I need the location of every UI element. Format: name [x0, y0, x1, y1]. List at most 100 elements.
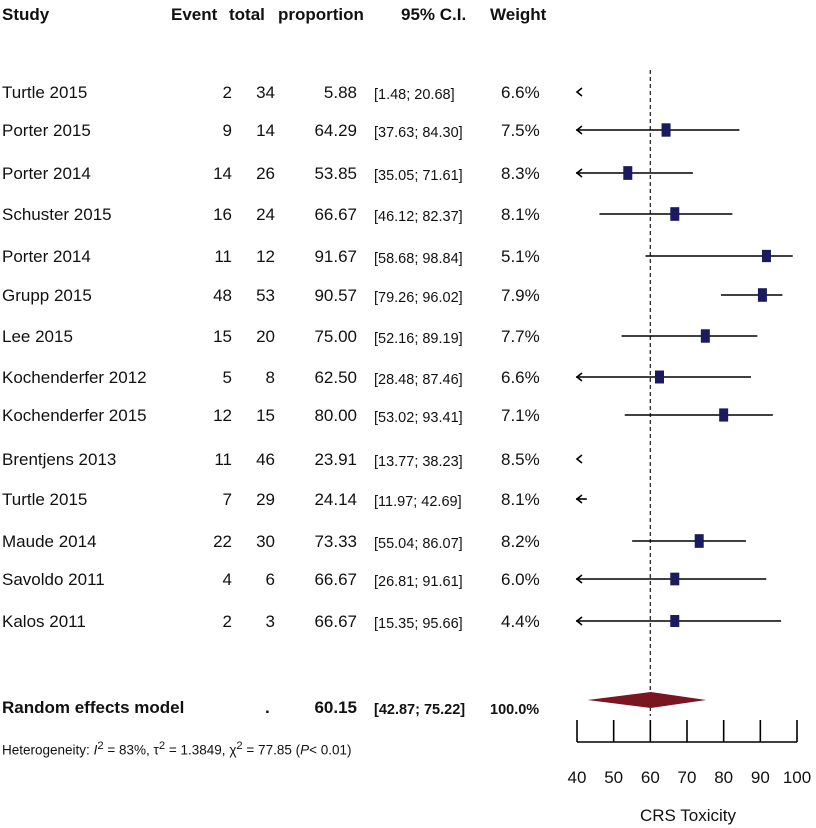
- summary-weight: 100.0%: [490, 702, 540, 718]
- proportion-value: 24.14: [314, 490, 357, 509]
- point-estimate: [623, 166, 633, 180]
- header-study: Study: [2, 5, 50, 24]
- study-name: Schuster 2015: [2, 205, 112, 224]
- study-name: Turtle 2015: [2, 83, 88, 102]
- total-count: 24: [256, 205, 275, 224]
- weight-value: 4.4%: [501, 612, 540, 631]
- total-count: 26: [256, 164, 275, 183]
- header-event: Event: [171, 5, 218, 24]
- ci-arrow-left: [575, 454, 583, 464]
- event-count: 4: [222, 570, 232, 589]
- study-name: Porter 2014: [2, 247, 91, 266]
- event-count: 16: [213, 205, 232, 224]
- proportion-value: 23.91: [314, 450, 357, 469]
- point-estimate: [670, 207, 680, 221]
- event-count: 11: [214, 247, 232, 266]
- proportion-value: 75.00: [314, 327, 357, 346]
- proportion-value: 90.57: [314, 286, 357, 305]
- ci-value: [1.48; 20.68]: [374, 87, 455, 103]
- proportion-value: 80.00: [314, 406, 357, 425]
- weight-value: 7.7%: [501, 327, 540, 346]
- total-count: 53: [256, 286, 275, 305]
- summary-proportion: 60.15: [314, 698, 357, 717]
- event-count: 9: [222, 121, 232, 140]
- weight-value: 8.1%: [501, 205, 540, 224]
- x-tick-label: 80: [714, 768, 733, 787]
- event-count: 5: [222, 368, 232, 387]
- study-name: Porter 2014: [2, 164, 91, 183]
- weight-value: 7.9%: [501, 286, 540, 305]
- event-count: 2: [222, 83, 232, 102]
- study-name: Grupp 2015: [2, 286, 92, 305]
- study-name: Kochenderfer 2012: [2, 368, 147, 387]
- point-estimate: [719, 408, 729, 422]
- header-ci: 95% C.I.: [401, 5, 467, 24]
- weight-value: 8.2%: [501, 532, 540, 551]
- ci-value: [53.02; 93.41]: [374, 410, 463, 426]
- x-tick-label: 100: [783, 768, 811, 787]
- ci-value: [35.05; 71.61]: [374, 168, 463, 184]
- weight-value: 5.1%: [501, 247, 540, 266]
- weight-value: 6.6%: [501, 368, 540, 387]
- total-count: 15: [256, 406, 275, 425]
- proportion-value: 66.67: [314, 570, 357, 589]
- event-count: 14: [213, 164, 232, 183]
- summary-diamond: [587, 692, 707, 708]
- event-count: 15: [213, 327, 232, 346]
- x-tick-label: 60: [641, 768, 660, 787]
- point-estimate: [670, 572, 680, 586]
- total-count: 46: [256, 450, 275, 469]
- x-tick-label: 90: [751, 768, 770, 787]
- header-weight: Weight: [490, 5, 547, 24]
- ci-arrow-left: [575, 616, 583, 626]
- total-count: 12: [256, 247, 275, 266]
- heterogeneity-text: Heterogeneity: I2 = 83%, τ2 = 1.3849, χ2…: [2, 740, 352, 758]
- point-estimate: [757, 288, 767, 302]
- ci-arrow-left: [575, 125, 583, 135]
- point-estimate: [694, 534, 704, 548]
- event-count: 7: [222, 490, 232, 509]
- weight-value: 8.5%: [501, 450, 540, 469]
- ci-value: [28.48; 87.46]: [374, 372, 463, 388]
- point-estimate: [655, 370, 664, 384]
- proportion-value: 53.85: [314, 164, 357, 183]
- total-count: 8: [265, 368, 275, 387]
- proportion-value: 64.29: [314, 121, 357, 140]
- point-estimate: [700, 329, 710, 343]
- total-count: 14: [256, 121, 275, 140]
- ci-value: [11.97; 42.69]: [374, 494, 462, 510]
- ci-value: [55.04; 86.07]: [374, 536, 463, 552]
- ci-arrow-left: [575, 574, 583, 584]
- event-count: 48: [213, 286, 232, 305]
- ci-value: [79.26; 96.02]: [374, 290, 463, 306]
- study-name: Kalos 2011: [2, 612, 86, 631]
- ci-arrow-left: [575, 87, 583, 97]
- total-count: 34: [256, 83, 275, 102]
- weight-value: 6.6%: [501, 83, 540, 102]
- x-tick-label: 50: [604, 768, 623, 787]
- total-count: 3: [265, 612, 275, 631]
- summary-ci: [42.87; 75.22]: [374, 702, 466, 718]
- proportion-value: 5.88: [323, 83, 357, 102]
- study-name: Kochenderfer 2015: [2, 406, 147, 425]
- ci-value: [13.77; 38.23]: [374, 454, 463, 470]
- event-count: 22: [213, 532, 232, 551]
- header-total: total: [229, 5, 265, 24]
- study-name: Porter 2015: [2, 121, 91, 140]
- study-name: Turtle 2015: [2, 490, 88, 509]
- x-axis-label: CRS Toxicity: [640, 806, 737, 825]
- proportion-value: 66.67: [314, 612, 357, 631]
- total-count: 6: [265, 570, 275, 589]
- point-estimate: [670, 615, 680, 627]
- summary-event: .: [265, 698, 270, 717]
- point-estimate: [661, 123, 671, 137]
- proportion-value: 91.67: [314, 247, 357, 266]
- weight-value: 7.5%: [501, 121, 540, 140]
- ci-value: [58.68; 98.84]: [374, 251, 463, 267]
- summary-label: Random effects model: [2, 698, 185, 717]
- event-count: 12: [213, 406, 232, 425]
- proportion-value: 66.67: [314, 205, 357, 224]
- proportion-value: 62.50: [314, 368, 357, 387]
- ci-value: [15.35; 95.66]: [374, 616, 463, 632]
